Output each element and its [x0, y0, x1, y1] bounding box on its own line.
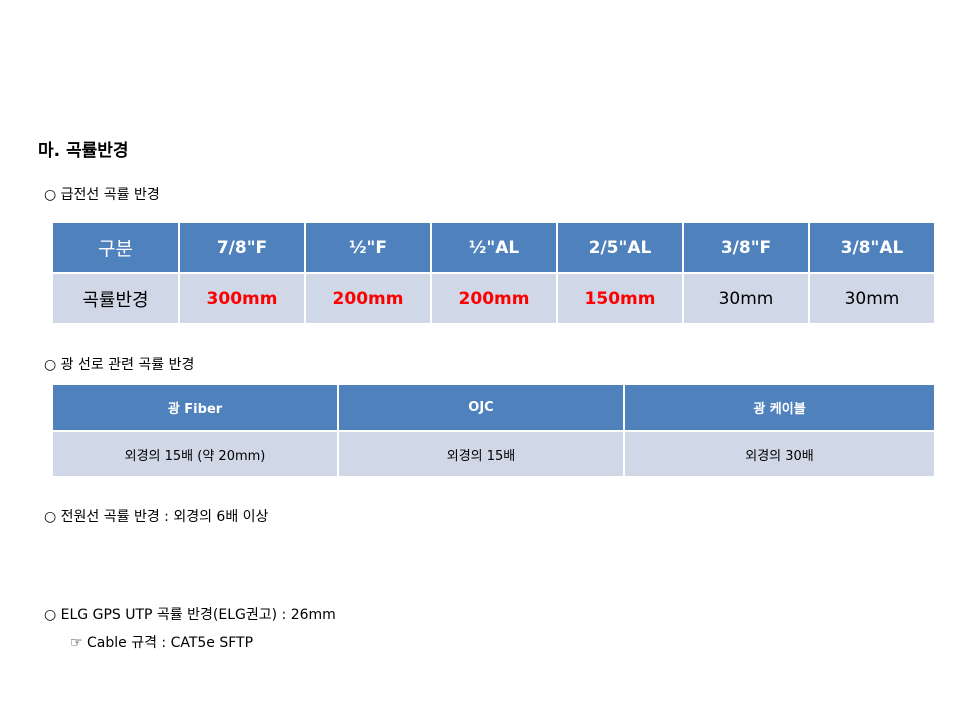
section-optical-heading: ○ 광 선로 관련 곡률 반경: [44, 357, 195, 373]
value-cell: 300mm: [178, 272, 306, 325]
header-cell: 광 케이블: [623, 383, 936, 432]
header-cell: 2/5"AL: [556, 221, 684, 274]
header-cell: ½"AL: [430, 221, 558, 274]
value-cell: 30mm: [682, 272, 810, 325]
header-cell: ½"F: [304, 221, 432, 274]
value-cell: 200mm: [304, 272, 432, 325]
header-cell: OJC: [337, 383, 625, 432]
section-power-heading: ○ 전원선 곡률 반경 : 외경의 6배 이상: [44, 509, 269, 525]
header-cell: 3/8"AL: [808, 221, 936, 274]
value-cell: 외경의 15배: [337, 430, 625, 478]
header-cell: 3/8"F: [682, 221, 810, 274]
page-title: 마. 곡률반경: [38, 141, 129, 161]
row-label-cell: 곡률반경: [51, 272, 180, 325]
value-cell: 30mm: [808, 272, 936, 325]
cable-spec-note: ☞ Cable 규격 : CAT5e SFTP: [70, 635, 254, 651]
header-cell: 광 Fiber: [51, 383, 339, 432]
table-row: 외경의 15배 (약 20mm) 외경의 15배 외경의 30배: [51, 430, 936, 478]
header-cell: 구분: [51, 221, 180, 274]
optical-bend-radius-table: 광 Fiber OJC 광 케이블 외경의 15배 (약 20mm) 외경의 1…: [51, 383, 936, 478]
header-cell: 7/8"F: [178, 221, 306, 274]
value-cell: 150mm: [556, 272, 684, 325]
table-header-row: 광 Fiber OJC 광 케이블: [51, 383, 936, 432]
section-feeder-heading: ○ 급전선 곡률 반경: [44, 187, 160, 203]
feeder-bend-radius-table: 구분 7/8"F ½"F ½"AL 2/5"AL 3/8"F 3/8"AL 곡률…: [51, 221, 936, 325]
value-cell: 외경의 15배 (약 20mm): [51, 430, 339, 478]
value-cell: 200mm: [430, 272, 558, 325]
value-cell: 외경의 30배: [623, 430, 936, 478]
table-header-row: 구분 7/8"F ½"F ½"AL 2/5"AL 3/8"F 3/8"AL: [51, 221, 936, 274]
table-row: 곡률반경 300mm 200mm 200mm 150mm 30mm 30mm: [51, 272, 936, 325]
section-utp-heading: ○ ELG GPS UTP 곡률 반경(ELG권고) : 26mm: [44, 607, 336, 623]
